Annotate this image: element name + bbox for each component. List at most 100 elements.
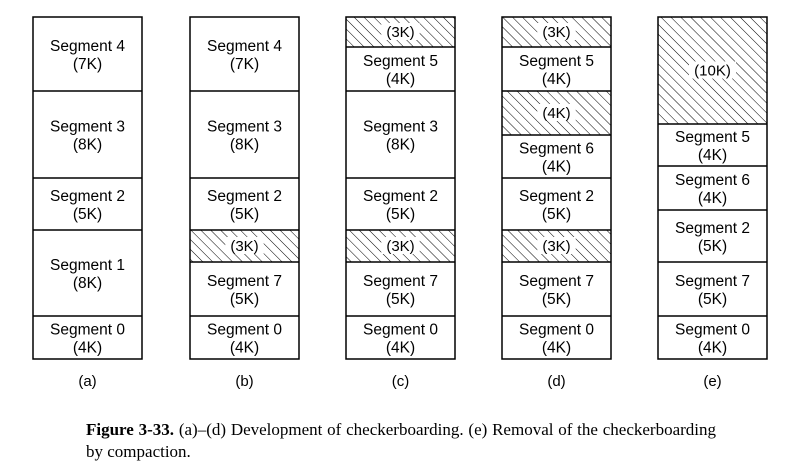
segment-name: Segment 1 — [50, 257, 125, 274]
hole-block: (10K) — [658, 17, 767, 124]
segment-name: Segment 3 — [50, 119, 125, 136]
segment-size: (5K) — [698, 238, 727, 255]
hole-block: (3K) — [190, 230, 299, 262]
segment-size: (4K) — [386, 340, 415, 357]
segment-block: Segment 5(4K) — [658, 124, 767, 166]
segment-box — [190, 178, 299, 230]
segment-name: Segment 2 — [363, 188, 438, 205]
hole-size-label: (3K) — [542, 24, 570, 41]
segment-name: Segment 0 — [50, 322, 125, 339]
hole-size-label: (3K) — [386, 238, 414, 255]
segment-name: Segment 5 — [363, 53, 438, 70]
segment-size: (7K) — [230, 56, 259, 73]
segment-name: Segment 5 — [675, 129, 750, 146]
segment-block: Segment 2(5K) — [502, 178, 611, 230]
segment-block: Segment 1(8K) — [33, 230, 142, 316]
hole-size-label: (3K) — [386, 24, 414, 41]
segment-box — [346, 47, 455, 91]
segment-size: (4K) — [542, 71, 571, 88]
segment-block: Segment 2(5K) — [33, 178, 142, 230]
segment-block: Segment 0(4K) — [502, 316, 611, 359]
segment-block: Segment 7(5K) — [190, 262, 299, 316]
column-outline — [345, 16, 456, 360]
segment-block: Segment 2(5K) — [190, 178, 299, 230]
segment-size: (4K) — [386, 71, 415, 88]
segment-box — [658, 124, 767, 166]
segment-size: (4K) — [698, 340, 727, 357]
column-label: (b) — [235, 373, 253, 390]
segment-size: (5K) — [73, 206, 102, 223]
segment-name: Segment 4 — [207, 38, 282, 55]
segment-box — [33, 230, 142, 316]
hole-label-background — [381, 237, 420, 254]
segment-box — [502, 135, 611, 178]
caption-text: (a)–(d) Development of checkerboarding. … — [86, 420, 717, 461]
segment-box — [658, 166, 767, 210]
segment-box — [346, 178, 455, 230]
hole-block: (3K) — [502, 230, 611, 262]
segment-box — [33, 17, 142, 91]
segment-box — [658, 262, 767, 316]
segment-name: Segment 5 — [519, 53, 594, 70]
segment-box — [346, 262, 455, 316]
segment-box — [33, 91, 142, 178]
segment-block: Segment 4(7K) — [190, 17, 299, 91]
segment-box — [190, 91, 299, 178]
segment-size: (4K) — [73, 340, 102, 357]
hole-label-background — [381, 23, 420, 40]
segment-name: Segment 2 — [519, 188, 594, 205]
column-label: (c) — [392, 373, 410, 390]
segment-size: (5K) — [386, 206, 415, 223]
hole-label-background — [537, 237, 576, 254]
segment-block: Segment 0(4K) — [190, 316, 299, 359]
segment-name: Segment 2 — [675, 220, 750, 237]
segment-box — [658, 316, 767, 359]
segment-name: Segment 0 — [207, 322, 282, 339]
hole-block: (3K) — [346, 230, 455, 262]
hole-size-label: (10K) — [694, 63, 731, 80]
segment-box — [190, 262, 299, 316]
column-outline — [501, 16, 612, 360]
memory-column-c: (3K)Segment 5(4K)Segment 3(8K)Segment 2(… — [345, 16, 456, 390]
segment-box — [502, 178, 611, 230]
segment-box — [33, 178, 142, 230]
segment-size: (7K) — [73, 56, 102, 73]
column-label: (d) — [547, 373, 565, 390]
hole-size-label: (4K) — [542, 105, 570, 122]
segment-name: Segment 7 — [519, 273, 594, 290]
segment-size: (5K) — [230, 206, 259, 223]
segment-size: (4K) — [542, 159, 571, 176]
segment-box — [346, 316, 455, 359]
segment-block: Segment 2(5K) — [346, 178, 455, 230]
segment-name: Segment 6 — [519, 141, 594, 158]
segment-size: (8K) — [386, 137, 415, 154]
memory-column-d: (3K)Segment 5(4K)(4K)Segment 6(4K)Segmen… — [501, 16, 612, 390]
segment-size: (5K) — [698, 291, 727, 308]
segment-name: Segment 0 — [363, 322, 438, 339]
segment-box — [190, 17, 299, 91]
segment-block: Segment 2(5K) — [658, 210, 767, 262]
hole-label-background — [537, 104, 576, 121]
hole-size-label: (3K) — [542, 238, 570, 255]
column-outline — [32, 16, 143, 360]
segment-name: Segment 4 — [50, 38, 125, 55]
segment-name: Segment 0 — [675, 322, 750, 339]
segment-size: (4K) — [542, 340, 571, 357]
segment-box — [502, 316, 611, 359]
hole-label-background — [225, 237, 264, 254]
segment-block: Segment 6(4K) — [502, 135, 611, 178]
column-outline — [657, 16, 768, 360]
segment-block: Segment 5(4K) — [502, 47, 611, 91]
segment-name: Segment 2 — [50, 188, 125, 205]
segment-box — [346, 91, 455, 178]
segment-block: Segment 6(4K) — [658, 166, 767, 210]
segment-block: Segment 3(8K) — [190, 91, 299, 178]
segment-block: Segment 5(4K) — [346, 47, 455, 91]
segment-size: (8K) — [230, 137, 259, 154]
segment-name: Segment 2 — [207, 188, 282, 205]
segment-name: Segment 7 — [675, 273, 750, 290]
segment-block: Segment 7(5K) — [502, 262, 611, 316]
segment-size: (4K) — [698, 147, 727, 164]
hole-block: (3K) — [502, 17, 611, 47]
hole-block: (3K) — [346, 17, 455, 47]
